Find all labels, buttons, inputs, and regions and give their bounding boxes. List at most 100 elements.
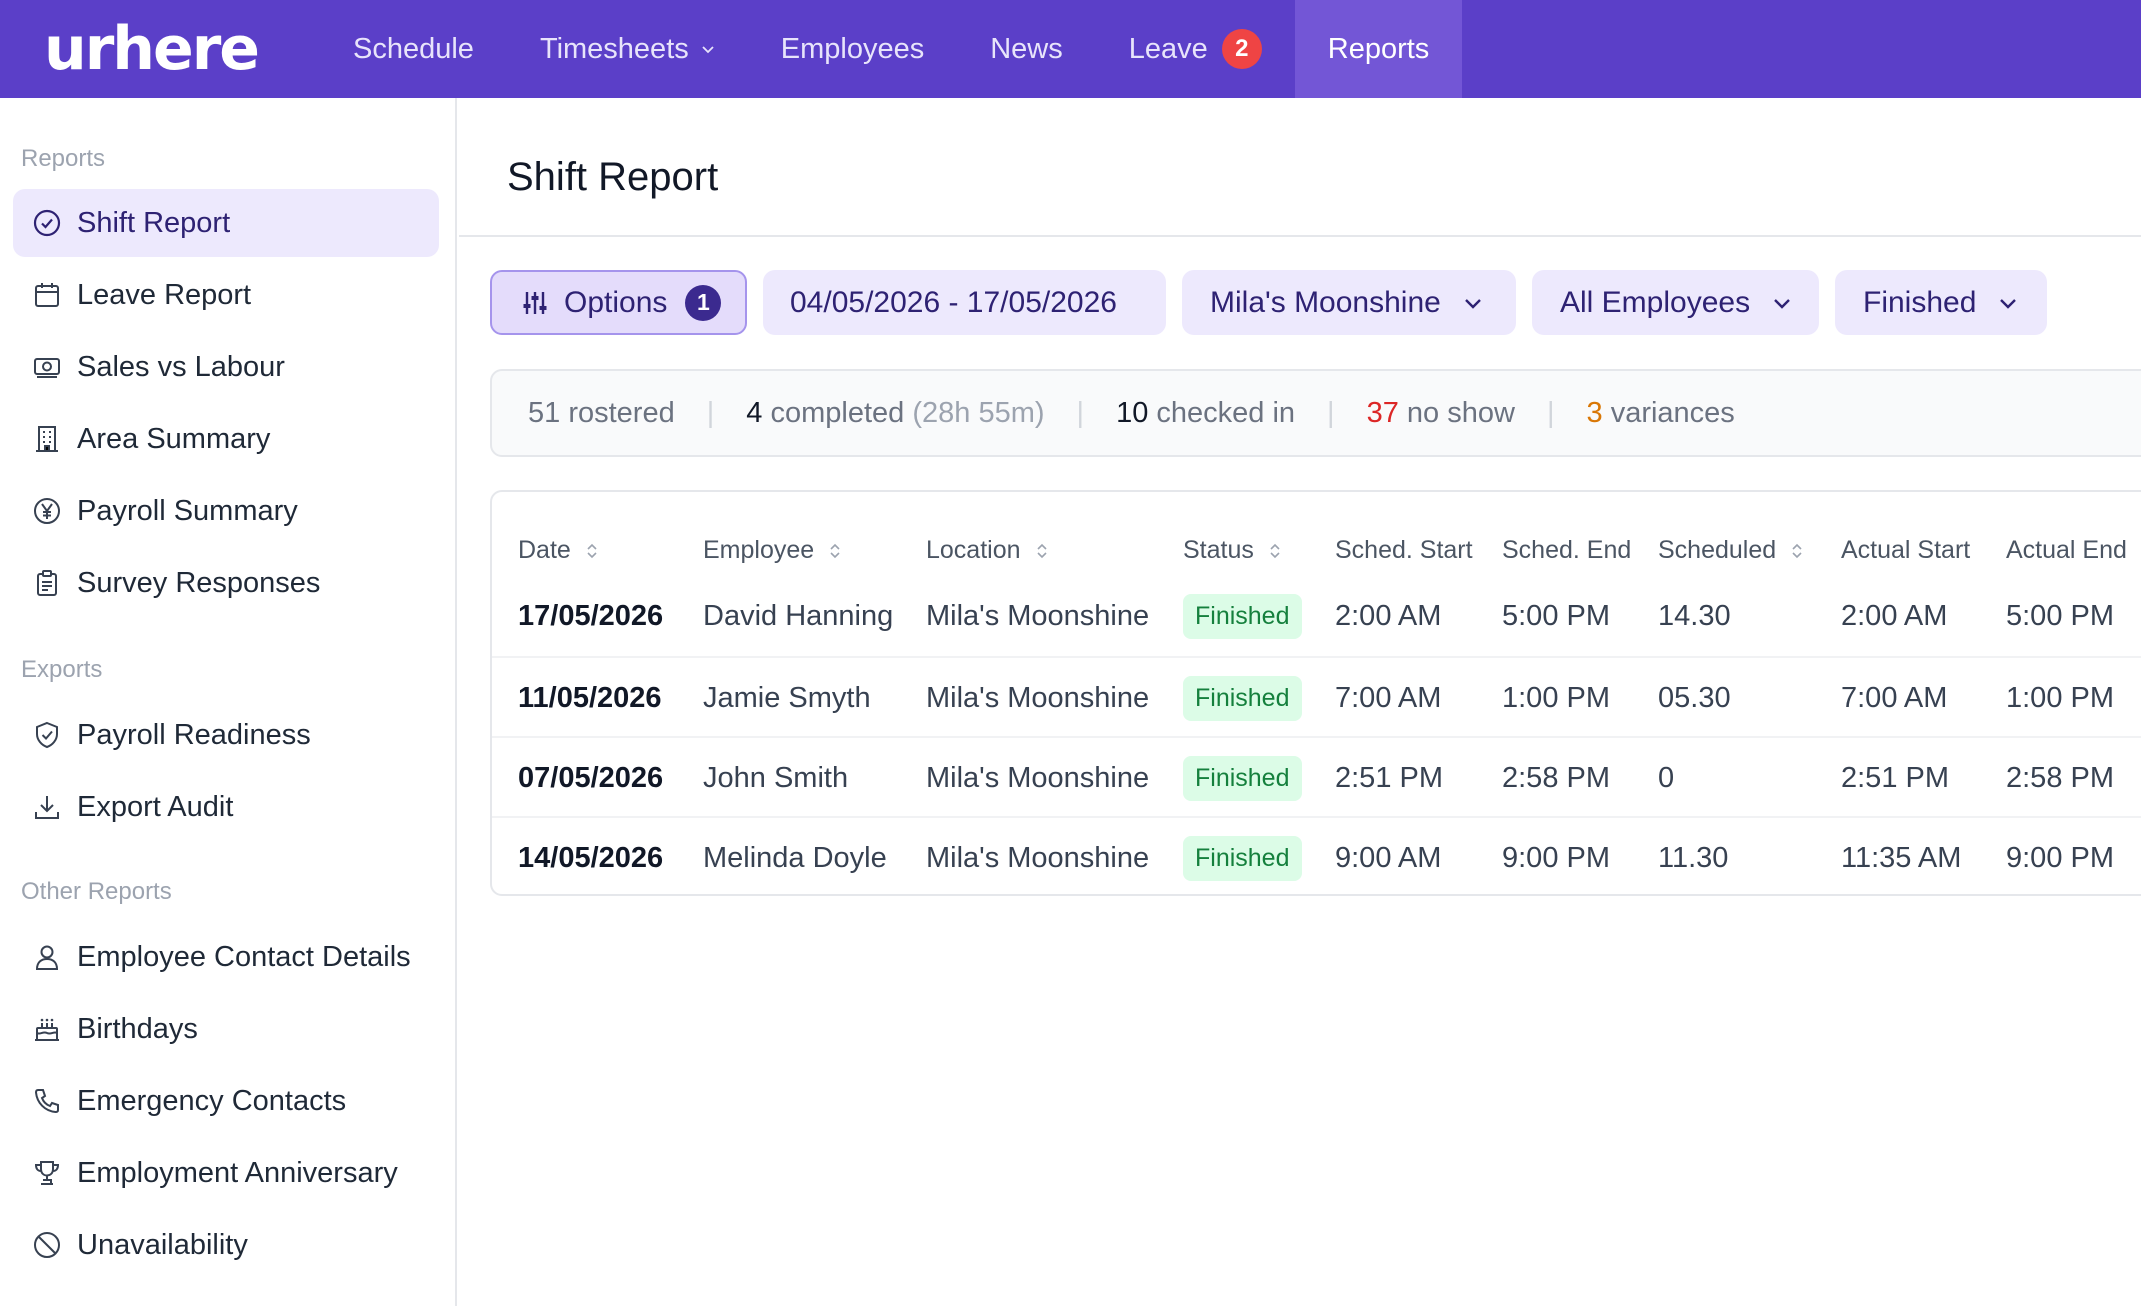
cell-sched-start: 2:51 PM (1335, 761, 1443, 794)
stat-checked-in: 10 checked in (1116, 396, 1296, 429)
top-navbar: urhere Schedule Timesheets Employees New… (0, 0, 2141, 98)
chevron-down-icon (1774, 298, 1790, 309)
check-circle-icon (31, 207, 63, 239)
sidebar-item-payroll-readiness[interactable]: Payroll Readiness (13, 701, 439, 769)
nav-item-label: Reports (1327, 32, 1430, 65)
cell-location: Mila's Moonshine (926, 681, 1150, 714)
sidebar: Reports Shift Report Leave Report Sales … (0, 98, 457, 1306)
employees-filter[interactable]: All Employees (1532, 270, 1819, 335)
trophy-icon (31, 1157, 63, 1189)
nav-item-label: News (990, 32, 1063, 65)
table-row[interactable]: 17/05/2026 David Hanning Mila's Moonshin… (492, 576, 2141, 656)
options-button[interactable]: Options 1 (490, 270, 747, 335)
cell-date: 17/05/2026 (518, 599, 664, 632)
stat-completed: 4 completed (28h 55m) (746, 396, 1045, 429)
stat-separator: | (1076, 396, 1085, 429)
nav-item-news[interactable]: News (957, 0, 1096, 98)
cell-scheduled: 11.30 (1658, 841, 1729, 874)
column-header-date[interactable]: Date (518, 536, 599, 565)
cell-actual-start: 7:00 AM (1841, 681, 1948, 714)
sidebar-item-leave-report[interactable]: Leave Report (13, 261, 439, 329)
column-header-scheduled[interactable]: Scheduled (1658, 536, 1804, 565)
cell-employee: Melinda Doyle (703, 841, 887, 874)
sidebar-item-emergency-contacts[interactable]: Emergency Contacts (13, 1067, 439, 1135)
sort-icon (1270, 543, 1280, 558)
stat-separator: | (1546, 396, 1555, 429)
options-label: Options (564, 285, 668, 319)
cell-status: Finished (1183, 576, 1302, 656)
column-header-actual-start: Actual Start (1841, 536, 1971, 564)
sort-icon (587, 543, 597, 558)
status-badge: Finished (1183, 755, 1302, 801)
cell-actual-end: 2:58 PM (2006, 761, 2114, 794)
stat-rostered: 51 rostered (528, 396, 675, 429)
column-header-location[interactable]: Location (926, 536, 1049, 565)
nav-item-reports[interactable]: Reports (1294, 0, 1463, 98)
cell-sched-end: 5:00 PM (1502, 599, 1610, 632)
sidebar-item-payroll-summary[interactable]: Payroll Summary (13, 477, 439, 545)
nav-item-timesheets[interactable]: Timesheets (507, 0, 748, 98)
app-logo[interactable]: urhere (44, 14, 260, 84)
sidebar-item-label: Unavailability (77, 1228, 248, 1261)
sidebar-item-label: Employee Contact Details (77, 940, 411, 973)
cell-scheduled: 05.30 (1658, 681, 1731, 714)
sidebar-item-label: Survey Responses (77, 566, 321, 599)
chevron-down-icon (2000, 298, 2017, 309)
nav-item-employees[interactable]: Employees (748, 0, 957, 98)
cell-location: Mila's Moonshine (926, 841, 1150, 874)
cell-employee: David Hanning (703, 599, 894, 632)
cell-date: 11/05/2026 (518, 681, 662, 714)
sidebar-item-label: Birthdays (77, 1012, 198, 1045)
nav-item-label: Schedule (353, 32, 474, 65)
column-header-actual-end: Actual End (2006, 536, 2127, 564)
cell-status: Finished (1183, 658, 1302, 738)
sidebar-item-sales-vs-labour[interactable]: Sales vs Labour (13, 333, 439, 401)
sidebar-item-birthdays[interactable]: Birthdays (13, 995, 439, 1063)
sidebar-item-employee-contact-details[interactable]: Employee Contact Details (13, 923, 439, 991)
employees-value: All Employees (1560, 285, 1751, 319)
table-row[interactable]: 14/05/2026 Melinda Doyle Mila's Moonshin… (492, 816, 2141, 894)
cell-actual-end: 1:00 PM (2006, 681, 2114, 714)
cell-date: 07/05/2026 (518, 761, 664, 794)
clipboard-icon (31, 567, 63, 599)
leave-count-badge: 2 (1221, 29, 1262, 69)
sidebar-item-export-audit[interactable]: Export Audit (13, 773, 439, 841)
sidebar-item-label: Shift Report (77, 206, 231, 239)
cell-sched-end: 2:58 PM (1502, 761, 1610, 794)
status-filter[interactable]: Finished (1835, 270, 2047, 335)
sidebar-item-survey-responses[interactable]: Survey Responses (13, 549, 439, 617)
phone-icon (31, 1085, 63, 1117)
stat-separator: | (1327, 396, 1335, 429)
column-header-sched-start: Sched. Start (1335, 536, 1473, 564)
nav-item-leave[interactable]: Leave 2 (1096, 0, 1295, 98)
sidebar-item-label: Emergency Contacts (77, 1084, 347, 1117)
location-filter[interactable]: Mila's Moonshine (1182, 270, 1516, 335)
table-row[interactable]: 07/05/2026 John Smith Mila's Moonshine F… (492, 736, 2141, 816)
cell-actual-end: 5:00 PM (2006, 599, 2114, 632)
sliders-icon (523, 291, 547, 314)
stat-variances: 3 variances (1586, 396, 1735, 429)
sidebar-section-title: Reports (21, 145, 106, 172)
nav-item-schedule[interactable]: Schedule (320, 0, 507, 98)
chevron-down-icon (702, 46, 714, 54)
cell-location: Mila's Moonshine (926, 761, 1150, 794)
building-icon (31, 423, 63, 455)
cell-scheduled: 0 (1658, 761, 1675, 794)
column-header-status[interactable]: Status (1183, 536, 1282, 565)
sidebar-item-area-summary[interactable]: Area Summary (13, 405, 439, 473)
column-header-employee[interactable]: Employee (703, 536, 842, 565)
cell-sched-end: 1:00 PM (1502, 681, 1610, 714)
cake-icon (31, 1013, 63, 1045)
sidebar-item-label: Employment Anniversary (77, 1156, 398, 1189)
date-range-filter[interactable]: 04/05/2026 - 17/05/2026 (763, 270, 1166, 335)
cell-scheduled: 14.30 (1658, 599, 1731, 632)
chevron-down-icon (1464, 298, 1481, 309)
table-row[interactable]: 11/05/2026 Jamie Smyth Mila's Moonshine … (492, 656, 2141, 736)
location-value: Mila's Moonshine (1210, 285, 1441, 319)
sidebar-item-employment-anniversary[interactable]: Employment Anniversary (13, 1139, 439, 1207)
sidebar-item-label: Area Summary (77, 422, 271, 455)
sidebar-item-shift-report[interactable]: Shift Report (13, 189, 439, 257)
sidebar-item-unavailability[interactable]: Unavailability (13, 1211, 439, 1279)
cell-sched-end: 9:00 PM (1502, 841, 1610, 874)
ban-icon (31, 1229, 63, 1261)
